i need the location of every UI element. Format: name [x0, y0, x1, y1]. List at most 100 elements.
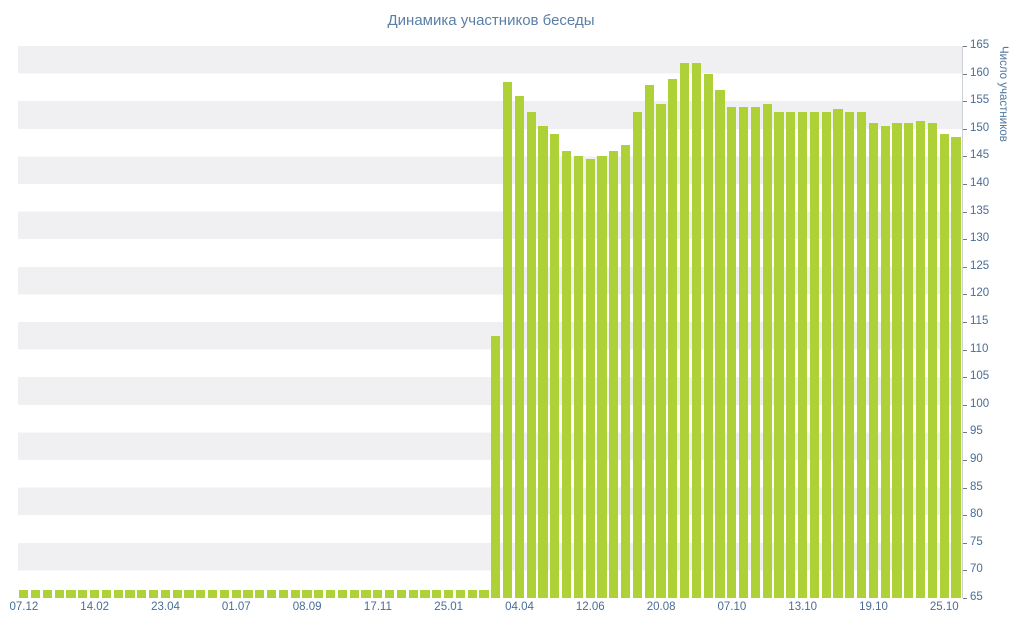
bar[interactable] [502, 81, 513, 598]
x-tick-label: 07.12 [9, 601, 39, 613]
y-tick-label: 165 [970, 39, 990, 51]
y-tick-mark [963, 184, 967, 185]
bar[interactable] [266, 589, 277, 598]
bar[interactable] [337, 589, 347, 598]
bar[interactable] [361, 589, 371, 598]
bar[interactable] [904, 123, 914, 598]
bar[interactable] [66, 589, 76, 598]
y-tick-label: 160 [970, 66, 990, 79]
bar[interactable] [408, 589, 418, 598]
bar[interactable] [54, 589, 64, 598]
y-tick-mark [963, 432, 967, 434]
bar[interactable] [597, 156, 607, 598]
bar[interactable] [727, 106, 737, 598]
bar[interactable] [668, 79, 678, 598]
bar[interactable] [833, 109, 843, 598]
bar[interactable] [467, 589, 477, 598]
bar[interactable] [42, 589, 52, 598]
bar[interactable] [927, 123, 937, 598]
bar[interactable] [856, 112, 867, 598]
bar[interactable] [774, 112, 784, 598]
bar[interactable] [101, 589, 111, 598]
bar[interactable] [538, 126, 548, 598]
bar[interactable] [89, 589, 100, 598]
bar[interactable] [443, 589, 454, 598]
bar[interactable] [125, 589, 135, 598]
bar[interactable] [715, 90, 725, 598]
bar[interactable] [762, 103, 772, 598]
y-tick-mark [963, 404, 967, 406]
bar[interactable] [585, 159, 595, 598]
bar[interactable] [396, 589, 406, 598]
bar[interactable] [738, 106, 749, 598]
y-tick-mark [963, 239, 967, 241]
bar[interactable] [550, 134, 560, 598]
bar[interactable] [951, 137, 961, 598]
bar[interactable] [207, 589, 218, 598]
bar[interactable] [302, 589, 312, 598]
bar[interactable] [231, 589, 241, 598]
bar[interactable] [314, 589, 324, 598]
bar[interactable] [325, 589, 336, 598]
bar[interactable] [113, 589, 123, 598]
bar[interactable] [656, 103, 666, 598]
bar[interactable] [432, 589, 442, 598]
bar[interactable] [278, 589, 288, 598]
bar[interactable] [786, 112, 796, 598]
bar[interactable] [845, 112, 855, 598]
bar[interactable] [373, 589, 383, 598]
bar[interactable] [479, 589, 489, 598]
bar[interactable] [703, 73, 713, 598]
bar[interactable] [137, 589, 147, 598]
bar[interactable] [632, 112, 642, 598]
bar[interactable] [148, 589, 159, 598]
bar[interactable] [573, 156, 583, 598]
bar[interactable] [30, 589, 41, 598]
bar[interactable] [491, 335, 501, 598]
bar[interactable] [243, 589, 253, 598]
bar[interactable] [455, 589, 465, 598]
y-tick-label: 125 [970, 259, 990, 272]
bar[interactable] [78, 589, 88, 598]
bar[interactable] [750, 106, 760, 598]
bar[interactable] [821, 112, 831, 598]
bar[interactable] [939, 134, 949, 598]
bar[interactable] [868, 123, 878, 598]
bar[interactable] [184, 589, 194, 598]
x-tick-label: 13.10 [788, 601, 818, 613]
bar[interactable] [172, 589, 182, 598]
bar[interactable] [219, 589, 229, 598]
bar[interactable] [620, 145, 631, 598]
bar[interactable] [514, 95, 524, 598]
bar[interactable] [915, 120, 926, 598]
bar[interactable] [19, 589, 29, 598]
bar[interactable] [892, 123, 902, 598]
bar[interactable] [797, 112, 808, 598]
bar[interactable] [255, 589, 265, 598]
bar[interactable] [420, 589, 430, 598]
y-tick-label: 80 [970, 508, 983, 521]
bar[interactable] [196, 589, 206, 598]
x-tick-label: 19.10 [859, 601, 888, 613]
y-tick-mark [963, 46, 967, 47]
bar[interactable] [384, 589, 395, 598]
bar[interactable] [349, 589, 359, 598]
bar[interactable] [561, 150, 572, 598]
bar[interactable] [609, 150, 619, 598]
y-tick-mark [963, 349, 967, 351]
bar[interactable] [880, 126, 890, 598]
y-tick-mark [963, 487, 967, 489]
bar[interactable] [809, 112, 819, 598]
y-tick-label: 70 [970, 563, 983, 576]
y-tick-label: 75 [970, 535, 983, 548]
x-tick-label: 08.09 [292, 601, 322, 613]
y-tick-mark [963, 266, 967, 268]
bar[interactable] [644, 84, 654, 598]
bar[interactable] [679, 62, 690, 598]
plot-area [18, 46, 963, 598]
bar[interactable] [160, 589, 170, 598]
bar[interactable] [691, 62, 701, 598]
bar[interactable] [290, 589, 300, 598]
bar[interactable] [526, 112, 536, 598]
y-tick-label: 145 [970, 149, 990, 162]
